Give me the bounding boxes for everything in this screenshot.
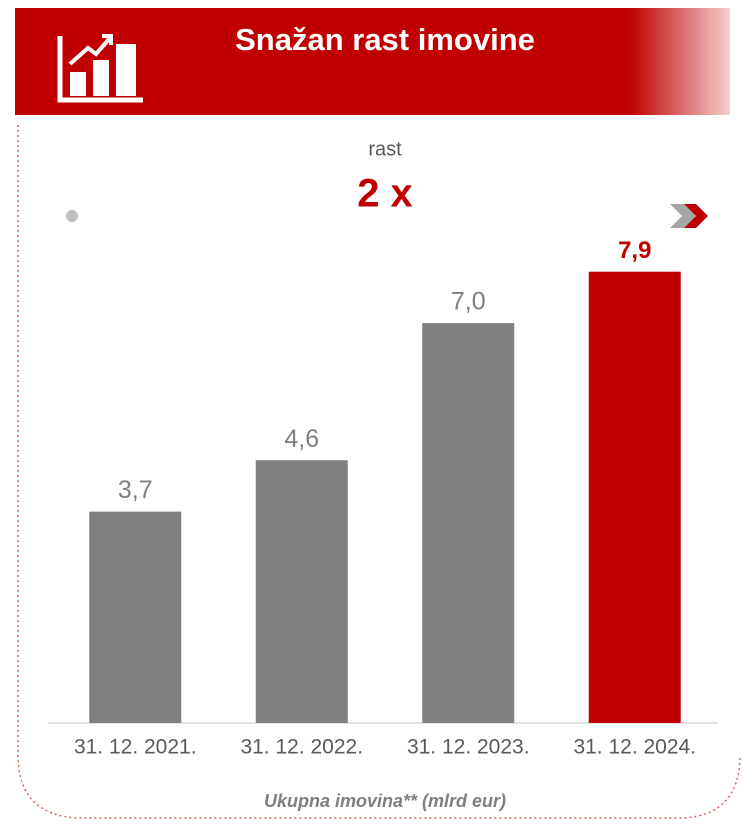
x-tick-label: 31. 12. 2023. [407, 736, 530, 759]
bar [255, 460, 348, 723]
bar [89, 511, 182, 723]
dotted-frame [17, 125, 741, 819]
annotation-label: rast [368, 138, 402, 160]
x-tick-label: 31. 12. 2022. [240, 736, 363, 759]
x-tick-label: 31. 12. 2021. [74, 736, 197, 759]
arrow-chevron [670, 204, 696, 228]
chart-title: Snažan rast imovine [235, 22, 535, 57]
value-label: 7,9 [618, 237, 651, 264]
bar [588, 271, 681, 723]
annotation-value: 2 x [357, 172, 413, 216]
value-label: 3,7 [118, 476, 153, 504]
header-icon [57, 34, 143, 103]
x-axis-label: Ukupna imovina** (mlrd eur) [264, 791, 506, 811]
value-label: 7,0 [451, 288, 486, 316]
arrow-chevron [684, 204, 708, 228]
bar [422, 323, 515, 723]
arrow-start [66, 210, 78, 222]
value-label: 4,6 [284, 425, 319, 453]
x-tick-label: 31. 12. 2024. [573, 736, 696, 759]
